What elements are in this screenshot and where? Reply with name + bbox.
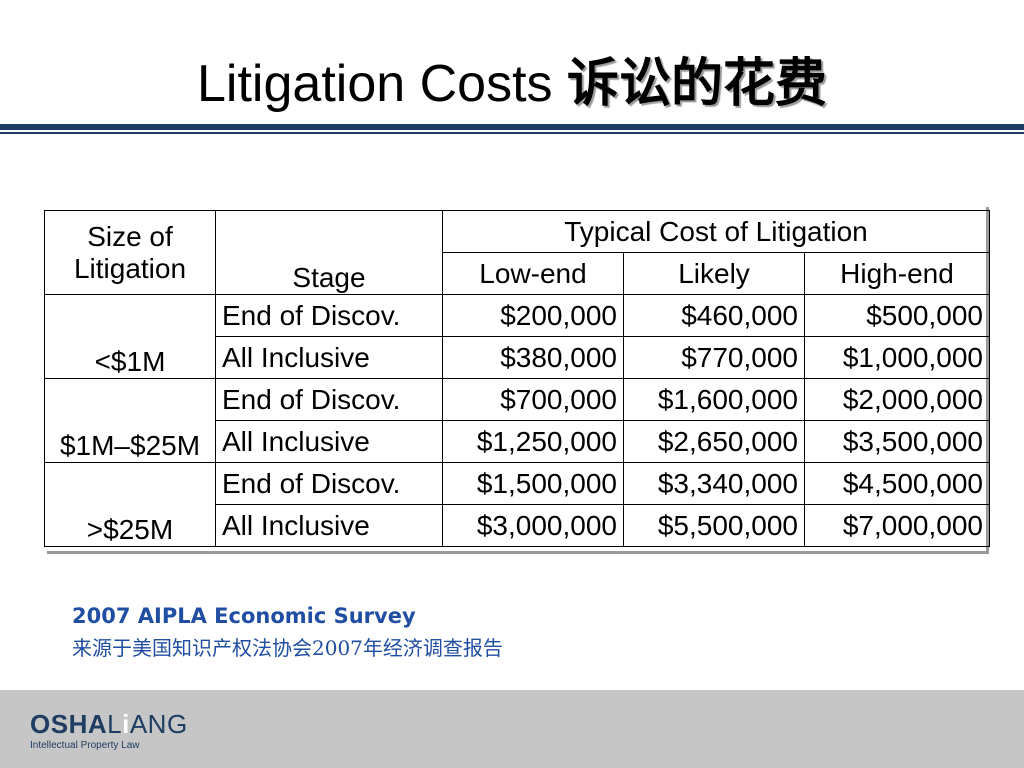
header-stage: Stage <box>215 210 443 295</box>
logo-part-ang: ANG <box>129 709 188 739</box>
low-end-cell: $3,000,000 <box>442 504 624 547</box>
table-subheader-row: Low-end Likely High-end <box>45 252 990 295</box>
slide-title: Litigation Costs 诉讼的花费 <box>0 44 1024 124</box>
header-size-line2: Litigation <box>73 252 187 284</box>
stage-cell: All Inclusive <box>215 420 443 463</box>
logo-wordmark: OSHALiANG <box>30 710 188 738</box>
likely-cell: $5,500,000 <box>623 504 805 547</box>
stage-cell: End of Discov. <box>215 294 443 337</box>
header-likely: Likely <box>623 252 805 295</box>
litigation-cost-table: Size of Litigation Stage Typical Cost of… <box>44 210 990 547</box>
table-row: All Inclusive $3,000,000 $5,500,000 $7,0… <box>45 504 990 547</box>
header-low-end: Low-end <box>442 252 624 295</box>
size-cell: >$25M <box>44 462 216 547</box>
low-end-cell: $380,000 <box>442 336 624 379</box>
stage-cell: End of Discov. <box>215 378 443 421</box>
title-rule-thin <box>0 132 1024 134</box>
logo-part-l: L <box>107 709 123 739</box>
likely-cell: $1,600,000 <box>623 378 805 421</box>
high-end-cell: $7,000,000 <box>804 504 990 547</box>
table-shadow-bottom <box>47 551 989 554</box>
header-typical-cost: Typical Cost of Litigation <box>442 210 990 253</box>
logo-part-osha: OSHA <box>30 709 108 739</box>
size-cell: <$1M <box>44 294 216 379</box>
stage-cell: End of Discov. <box>215 462 443 505</box>
header-high-end: High-end <box>804 252 990 295</box>
logo-tagline: Intellectual Property Law <box>30 740 140 751</box>
logo-part-i: i <box>122 709 130 739</box>
title-rule-thick <box>0 124 1024 130</box>
high-end-cell: $500,000 <box>804 294 990 337</box>
high-end-cell: $4,500,000 <box>804 462 990 505</box>
likely-cell: $770,000 <box>623 336 805 379</box>
header-size-of-litigation: Size of Litigation <box>44 210 216 295</box>
table-header-row: Size of Litigation Stage Typical Cost of… <box>44 210 990 295</box>
low-end-cell: $200,000 <box>442 294 624 337</box>
likely-cell: $2,650,000 <box>623 420 805 463</box>
company-logo: OSHALiANG Intellectual Property Law <box>30 710 188 754</box>
table-row: >$25M End of Discov. $1,500,000 $3,340,0… <box>44 462 990 547</box>
stage-cell: All Inclusive <box>215 504 443 547</box>
source-english: 2007 AIPLA Economic Survey <box>72 604 416 628</box>
high-end-cell: $1,000,000 <box>804 336 990 379</box>
low-end-cell: $1,500,000 <box>442 462 624 505</box>
likely-cell: $3,340,000 <box>623 462 805 505</box>
table-row: <$1M End of Discov. $200,000 $460,000 $5… <box>44 294 990 379</box>
table-row: $1M–$25M End of Discov. $700,000 $1,600,… <box>44 378 990 463</box>
title-english: Litigation Costs <box>197 55 553 113</box>
size-cell: $1M–$25M <box>44 378 216 463</box>
likely-cell: $460,000 <box>623 294 805 337</box>
source-chinese: 来源于美国知识产权法协会2007年经济调查报告 <box>72 636 503 660</box>
source-note: 2007 AIPLA Economic Survey 来源于美国知识产权法协会2… <box>72 601 503 663</box>
high-end-cell: $2,000,000 <box>804 378 990 421</box>
high-end-cell: $3,500,000 <box>804 420 990 463</box>
low-end-cell: $700,000 <box>442 378 624 421</box>
stage-cell: All Inclusive <box>215 336 443 379</box>
title-chinese: 诉讼的花费 <box>566 54 827 114</box>
footer-bar: OSHALiANG Intellectual Property Law <box>0 690 1024 768</box>
low-end-cell: $1,250,000 <box>442 420 624 463</box>
header-size-line1: Size of <box>87 220 173 252</box>
